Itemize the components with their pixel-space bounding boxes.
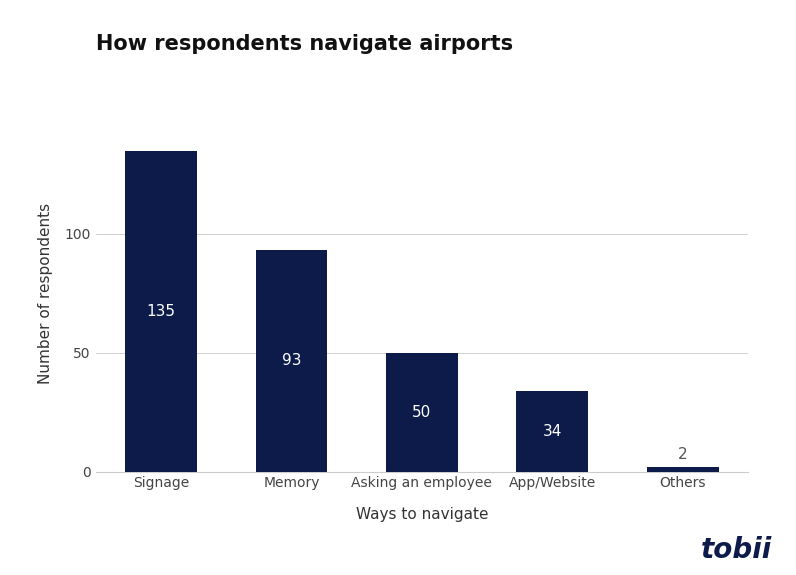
Bar xyxy=(256,251,327,472)
Bar xyxy=(647,467,719,472)
Text: 50: 50 xyxy=(412,405,431,420)
Text: 2: 2 xyxy=(678,447,688,462)
Text: 93: 93 xyxy=(282,354,301,369)
Bar xyxy=(517,390,588,471)
X-axis label: Ways to navigate: Ways to navigate xyxy=(356,507,488,522)
Text: How respondents navigate airports: How respondents navigate airports xyxy=(96,34,513,55)
Y-axis label: Number of respondents: Number of respondents xyxy=(38,202,53,384)
Text: 34: 34 xyxy=(543,424,562,439)
Bar xyxy=(386,352,458,471)
Bar xyxy=(125,151,197,472)
Text: 135: 135 xyxy=(146,304,176,319)
Text: tobii: tobii xyxy=(700,535,772,564)
